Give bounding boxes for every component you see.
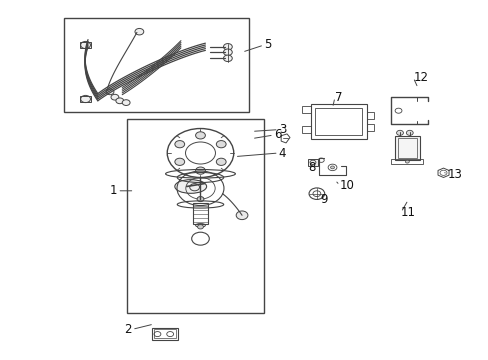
Circle shape <box>175 141 184 148</box>
Circle shape <box>135 28 143 35</box>
Bar <box>301 126 310 133</box>
Text: 2: 2 <box>124 323 132 336</box>
Bar <box>394 136 419 160</box>
Bar <box>390 159 423 164</box>
Bar <box>315 108 361 135</box>
Bar <box>80 96 91 102</box>
Circle shape <box>236 211 247 220</box>
Bar <box>366 124 373 131</box>
Text: 1: 1 <box>110 184 117 197</box>
Circle shape <box>330 166 334 169</box>
Text: 6: 6 <box>273 129 281 141</box>
Text: 8: 8 <box>307 161 315 174</box>
Circle shape <box>195 167 205 174</box>
Text: 9: 9 <box>320 193 327 206</box>
Circle shape <box>216 158 225 165</box>
Bar <box>154 329 176 338</box>
Bar <box>307 159 317 166</box>
Text: 11: 11 <box>400 206 415 219</box>
Bar <box>80 42 91 48</box>
Text: 5: 5 <box>264 39 271 51</box>
Text: 7: 7 <box>334 91 342 104</box>
Circle shape <box>175 158 184 165</box>
Bar <box>366 112 373 119</box>
Text: 4: 4 <box>278 147 285 159</box>
Circle shape <box>106 89 114 95</box>
Bar <box>63 18 249 112</box>
Text: 12: 12 <box>412 71 427 84</box>
Circle shape <box>197 197 203 202</box>
Circle shape <box>223 44 232 50</box>
Circle shape <box>396 130 403 135</box>
Bar <box>193 203 207 224</box>
Bar <box>127 119 264 313</box>
Ellipse shape <box>175 180 206 193</box>
Circle shape <box>405 160 408 163</box>
Text: 10: 10 <box>339 179 354 192</box>
Text: 13: 13 <box>447 168 461 181</box>
Circle shape <box>216 141 225 148</box>
Circle shape <box>195 132 205 139</box>
Circle shape <box>111 94 119 100</box>
Bar <box>151 328 178 340</box>
Circle shape <box>122 100 130 105</box>
Text: 3: 3 <box>278 123 285 136</box>
Circle shape <box>406 130 412 135</box>
Bar <box>310 104 366 139</box>
Circle shape <box>223 55 232 62</box>
Bar <box>301 106 310 113</box>
Circle shape <box>116 98 123 104</box>
Bar <box>397 138 416 158</box>
Circle shape <box>197 225 203 229</box>
Circle shape <box>223 49 232 55</box>
